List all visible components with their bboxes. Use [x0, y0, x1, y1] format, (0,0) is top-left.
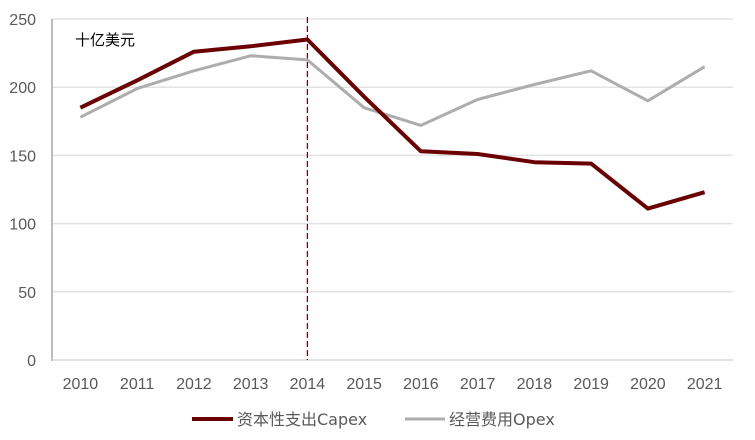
y-tick-label: 150 — [9, 148, 36, 165]
x-tick-label: 2010 — [63, 376, 99, 393]
legend-label: 经营费用Opex — [449, 410, 555, 429]
legend: 资本性支出Capex 经营费用Opex — [192, 410, 555, 429]
x-tick-label: 2016 — [403, 376, 439, 393]
x-tick-label: 2014 — [290, 376, 326, 393]
y-tick-label: 200 — [9, 80, 36, 97]
x-tick-label: 2019 — [573, 376, 609, 393]
x-tick-label: 2017 — [460, 376, 496, 393]
x-axis-ticks: 2010 2011 2012 2013 2014 2015 2016 2017 2018 2019… — [63, 376, 723, 393]
x-tick-label: 2013 — [233, 376, 269, 393]
x-tick-label: 2020 — [630, 376, 666, 393]
gridlines — [52, 18, 733, 293]
x-tick-label: 2012 — [176, 376, 212, 393]
y-tick-label: 250 — [9, 12, 36, 29]
series-lines — [79, 37, 706, 211]
x-tick-label: 2021 — [687, 376, 723, 393]
series-line — [79, 54, 706, 127]
x-tick-label: 2011 — [120, 376, 155, 393]
y-tick-label: 50 — [18, 285, 36, 302]
axes — [51, 19, 733, 361]
unit-label: 十亿美元 — [75, 31, 135, 49]
y-tick-label: 0 — [27, 353, 36, 370]
y-axis-ticks: 0 50 100 150 200 250 — [9, 12, 36, 370]
series-line — [79, 37, 706, 211]
legend-label: 资本性支出Capex — [237, 410, 367, 429]
y-tick-label: 100 — [9, 217, 36, 234]
x-tick-label: 2018 — [517, 376, 553, 393]
x-tick-label: 2015 — [346, 376, 382, 393]
